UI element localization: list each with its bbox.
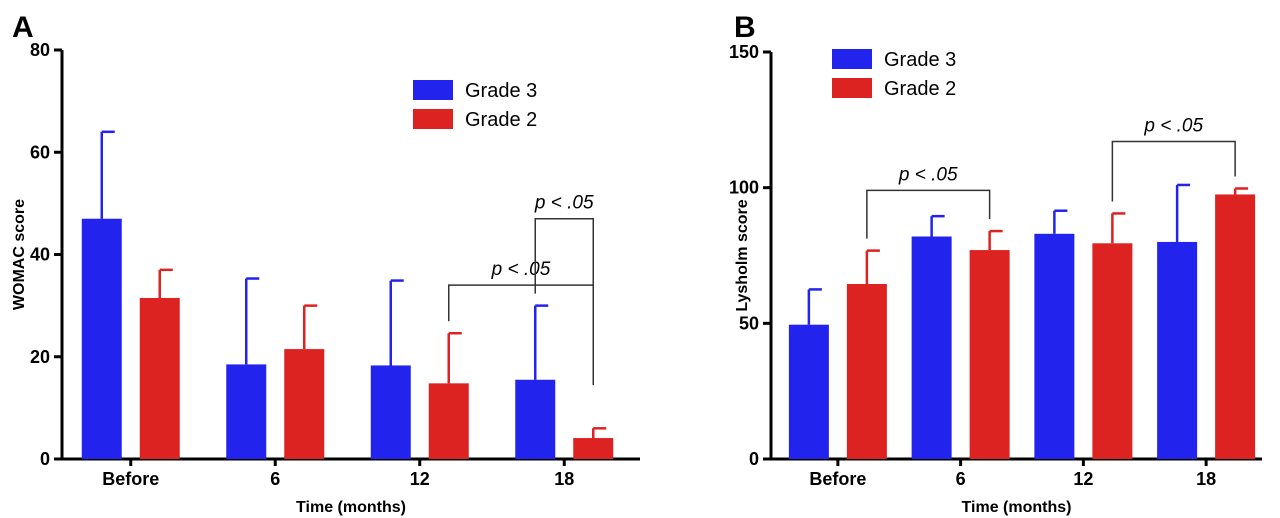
bar (139, 297, 180, 459)
y-axis-title: WOMAC score (11, 199, 28, 310)
significance-bracket (448, 284, 594, 386)
x-tick-label: Before (809, 469, 866, 489)
chart-panel-a: A 0 20 40 60 80 WOMAC score Time (months) Before… (11, 11, 640, 516)
chart-panel-b: B 0 50 100 150 Lysholm score Time (months) Befo… (729, 11, 1262, 516)
x-tick-label: 6 (956, 469, 966, 489)
legend-swatch (832, 49, 872, 69)
bar (226, 364, 267, 459)
legend-label: Grade 3 (465, 80, 537, 102)
bar (969, 250, 1010, 459)
bar (788, 324, 829, 459)
y-tick-label: 150 (729, 42, 759, 62)
bar (846, 283, 887, 459)
y-axis-title: Lysholm score (734, 199, 751, 311)
x-tick-label: 18 (1196, 469, 1216, 489)
legend-label: Grade 2 (884, 78, 956, 100)
legend-swatch (413, 109, 453, 129)
bar (284, 349, 325, 459)
legend-label: Grade 2 (465, 109, 537, 131)
bar (1215, 194, 1256, 459)
bar (1157, 241, 1198, 459)
panel-letter: A (12, 11, 34, 44)
significance-label: p < .05 (898, 164, 958, 185)
significance-bracket (866, 189, 991, 239)
y-tick-label: 100 (729, 178, 759, 198)
significance-bracket (534, 217, 594, 319)
bar (370, 365, 411, 459)
x-tick-label: 6 (270, 469, 280, 489)
legend-swatch (413, 80, 453, 100)
bar (515, 379, 556, 459)
y-tick-label: 60 (30, 142, 50, 162)
significance-label: p < .05 (534, 193, 594, 214)
bar (81, 218, 122, 459)
bar (911, 236, 952, 459)
y-tick-label: 40 (30, 245, 50, 265)
bar (428, 383, 469, 459)
x-axis-title: Time (months) (296, 499, 406, 516)
significance-label: p < .05 (1143, 116, 1203, 137)
y-tick-label: 20 (30, 347, 50, 367)
bar (1034, 233, 1075, 459)
bar (1092, 243, 1133, 459)
x-tick-label: 18 (554, 469, 574, 489)
y-tick-label: 0 (40, 449, 50, 469)
significance-label: p < .05 (491, 259, 551, 280)
y-tick-label: 50 (739, 313, 759, 333)
legend-swatch (832, 78, 872, 98)
x-tick-label: 12 (410, 469, 430, 489)
y-tick-label: 80 (30, 40, 50, 60)
x-tick-label: Before (102, 469, 159, 489)
y-tick-label: 0 (749, 449, 759, 469)
bar (573, 438, 614, 459)
significance-bracket (1111, 140, 1236, 202)
legend-label: Grade 3 (884, 49, 956, 71)
x-tick-label: 12 (1073, 469, 1093, 489)
panel-letter: B (734, 11, 756, 44)
x-axis-title: Time (months) (962, 499, 1072, 516)
